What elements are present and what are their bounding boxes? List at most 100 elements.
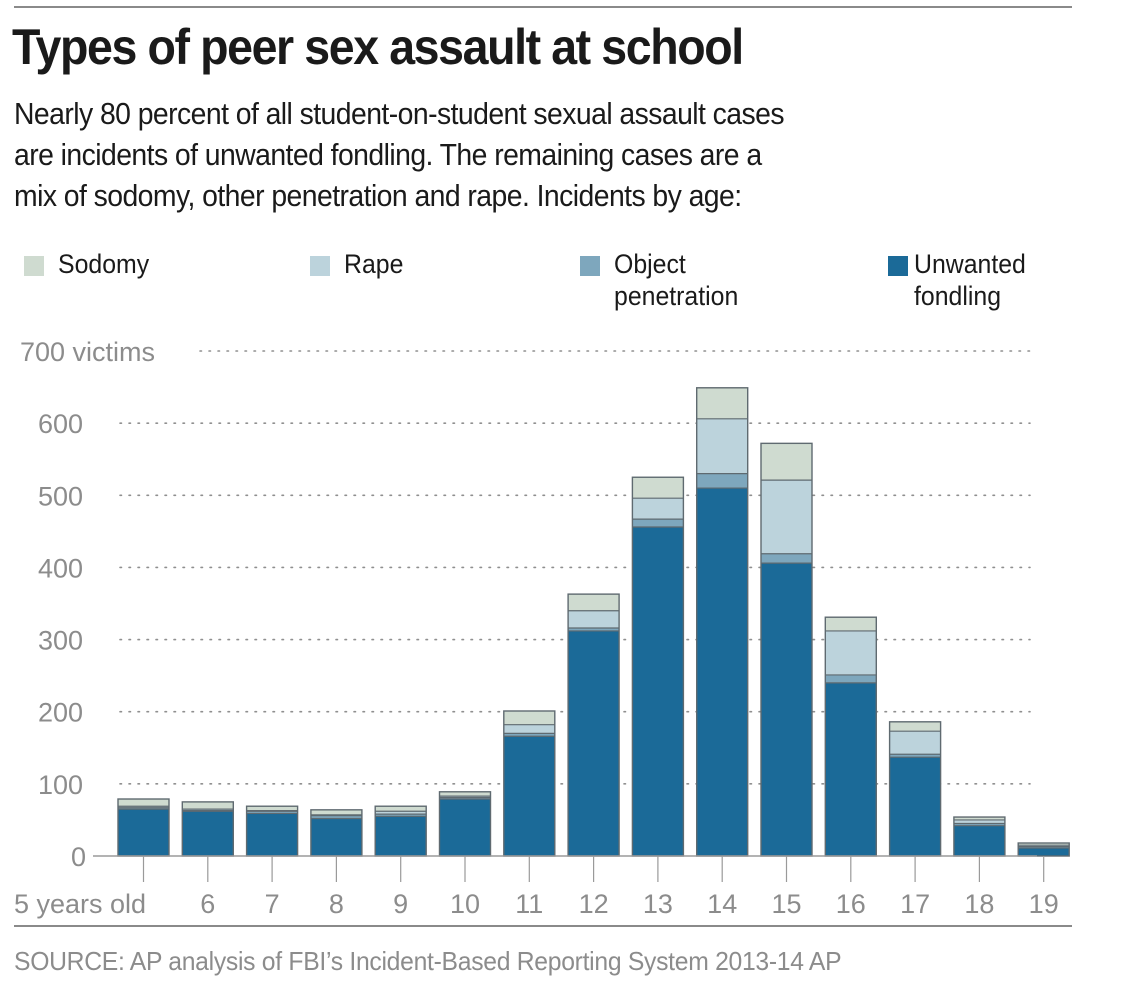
- x-tick-label: 12: [579, 889, 609, 919]
- y-tick-label: 0: [71, 842, 86, 872]
- x-tick-label: 6: [200, 889, 215, 919]
- bar-segment-unwanted-fondling: [761, 563, 812, 856]
- bar-group: [1017, 842, 1070, 857]
- bar-segment-rape: [1018, 845, 1070, 847]
- bar-segment-object-penetration: [375, 814, 427, 817]
- legend-swatch-unwanted-fondling: [888, 256, 908, 276]
- x-tick-label: 15: [771, 889, 801, 919]
- bar-segment-object-penetration: [632, 519, 684, 528]
- bar-segment-sodomy: [246, 806, 298, 811]
- bar-segment-object-penetration: [503, 733, 555, 737]
- bar-segment-rape: [439, 796, 491, 798]
- legend-label: Unwanted fondling: [914, 249, 1026, 311]
- bar-segment-unwanted-fondling: [182, 811, 234, 856]
- bar-segment-sodomy: [761, 443, 812, 481]
- bar-group: [953, 816, 1006, 857]
- bar-segment-sodomy: [1018, 843, 1070, 846]
- bar-segment-object-penetration: [310, 815, 362, 819]
- bar-segment-unwanted-fondling: [503, 736, 555, 856]
- bar-group: [696, 387, 749, 857]
- x-tick-label: 5 years old: [14, 889, 146, 919]
- bar-segment-rape: [889, 731, 941, 755]
- legend-item-object-penetration: Object penetration: [580, 248, 749, 312]
- subtitle-line: Nearly 80 percent of all student-on-stud…: [14, 97, 785, 131]
- x-tick-label: 14: [707, 889, 737, 919]
- bar-segment-sodomy: [825, 617, 877, 631]
- subtitle-line: mix of sodomy, other penetration and rap…: [14, 179, 742, 213]
- bar-segment-unwanted-fondling: [1018, 848, 1070, 856]
- chart-title: Types of peer sex assault at school: [12, 19, 744, 75]
- bar-segment-unwanted-fondling: [568, 630, 620, 856]
- bar-segment-unwanted-fondling: [825, 682, 877, 856]
- bar-group: [438, 791, 492, 857]
- bar-segment-sodomy: [310, 809, 362, 815]
- x-tick-label: 8: [329, 889, 344, 919]
- bar-segment-object-penetration: [568, 628, 620, 631]
- gridlines: [119, 350, 1031, 785]
- legend-item-rape: Rape: [310, 248, 409, 280]
- bar-segment-sodomy: [632, 477, 684, 499]
- bar-segment-rape: [696, 418, 748, 474]
- bar-segment-sodomy: [118, 799, 169, 807]
- legend-label: Rape: [344, 249, 404, 279]
- bar-segment-object-penetration: [246, 811, 298, 814]
- bar-segment-unwanted-fondling: [953, 825, 1005, 856]
- x-tick-label: 11: [515, 889, 543, 919]
- bar-group: [117, 798, 170, 857]
- bar-segment-rape: [182, 809, 234, 811]
- bar-segment-sodomy: [953, 817, 1005, 820]
- bar-segment-unwanted-fondling: [246, 813, 298, 856]
- top-rule: [14, 6, 1072, 8]
- y-tick-label: 500: [38, 481, 83, 511]
- legend-item-sodomy: Sodomy: [24, 248, 157, 280]
- bar-segment-unwanted-fondling: [696, 488, 748, 856]
- legend-swatch-sodomy: [24, 256, 44, 276]
- bar-segment-sodomy: [503, 710, 555, 725]
- bar-segment-rape: [568, 610, 620, 629]
- bar-segment-object-penetration: [953, 823, 1005, 826]
- y-tick-label: 100: [38, 770, 83, 800]
- bars: [117, 387, 1070, 857]
- bar-segment-sodomy: [889, 721, 941, 732]
- bar-segment-unwanted-fondling: [375, 816, 427, 856]
- bar-segment-rape: [118, 806, 169, 808]
- x-tick-label: 9: [393, 889, 408, 919]
- legend-swatch-rape: [310, 256, 330, 276]
- bar-segment-unwanted-fondling: [118, 809, 169, 856]
- legend-label: Object penetration: [614, 249, 739, 311]
- bar-segment-object-penetration: [1018, 846, 1070, 849]
- source-note: SOURCE: AP analysis of FBI’s Incident-Ba…: [14, 946, 842, 976]
- bottom-rule: [14, 925, 1072, 927]
- bar-segment-rape: [503, 724, 555, 734]
- bar-segment-sodomy: [182, 801, 234, 810]
- y-tick-label: 700 victims: [20, 337, 155, 367]
- bar-segment-object-penetration: [889, 754, 941, 758]
- x-axis: 5 years old 6 7 8 9 10 11 12 13 14 15 16 17 18 19: [14, 855, 1059, 919]
- bar-segment-unwanted-fondling: [889, 757, 941, 856]
- legend-swatch-object-penetration: [580, 256, 600, 276]
- bar-group: [374, 805, 427, 857]
- x-tick-label: 17: [900, 889, 930, 919]
- chart-subtitle: Nearly 80 percent of all student-on-stud…: [14, 94, 1124, 217]
- x-tick-label: 10: [450, 889, 480, 919]
- bar-segment-rape: [375, 811, 427, 815]
- bar-segment-rape: [761, 480, 812, 554]
- bar-segment-unwanted-fondling: [632, 527, 684, 856]
- bar-segment-object-penetration: [118, 807, 169, 810]
- bar-segment-object-penetration: [696, 473, 748, 489]
- bar-segment-sodomy: [568, 594, 620, 611]
- bar-segment-sodomy: [696, 387, 748, 419]
- bar-group: [888, 721, 942, 857]
- bar-segment-object-penetration: [439, 797, 491, 800]
- bar-segment-rape: [632, 498, 684, 520]
- x-tick-label: 16: [836, 889, 866, 919]
- bar-group: [245, 805, 299, 857]
- bar-segment-object-penetration: [761, 553, 812, 564]
- bar-segment-unwanted-fondling: [310, 818, 362, 856]
- y-tick-label: 600: [38, 409, 83, 439]
- y-axis-ticks: 0 100 200 300 400 500 600 700 victims: [20, 337, 155, 872]
- bar-group: [631, 476, 685, 857]
- y-tick-label: 200: [38, 698, 83, 728]
- bar-group: [310, 809, 363, 857]
